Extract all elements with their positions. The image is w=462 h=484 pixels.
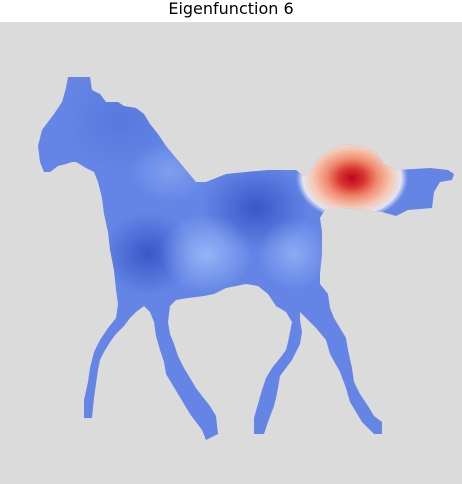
- eigenfunction-heatmap: [0, 22, 462, 484]
- hip-light-lobe: [258, 218, 330, 290]
- figure-title: Eigenfunction 6: [168, 0, 294, 18]
- belly-light-lobe: [160, 214, 252, 294]
- plot-area: [0, 22, 462, 484]
